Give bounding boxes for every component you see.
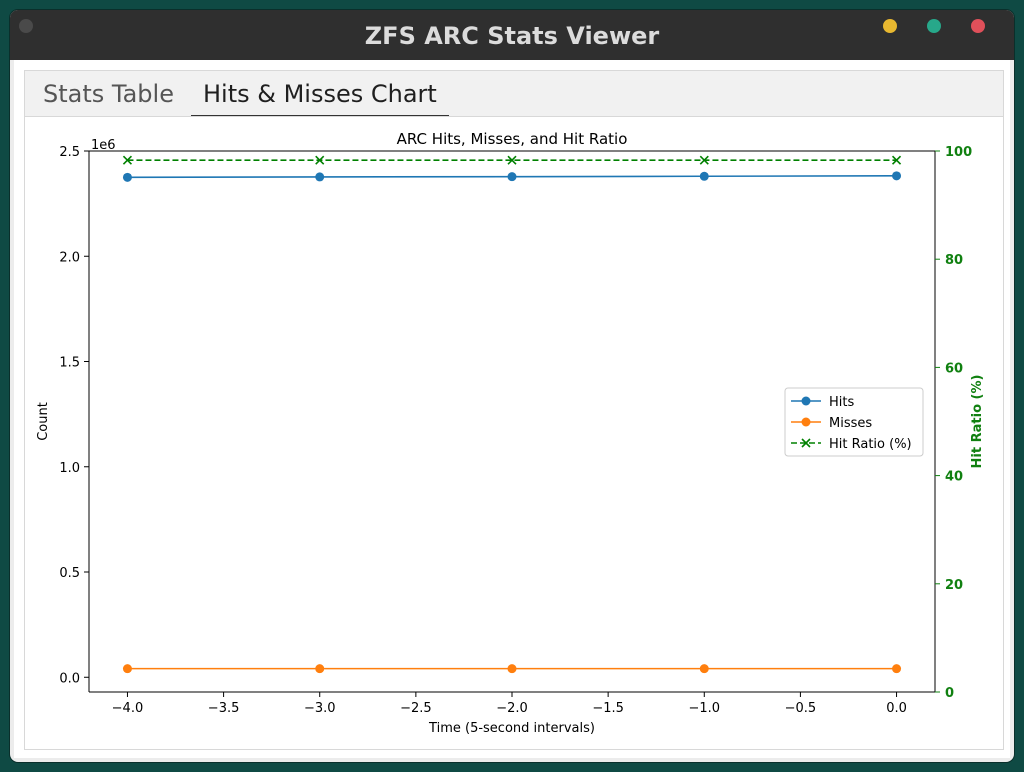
y-tick-label: 1.5 <box>59 356 80 371</box>
data-point <box>507 155 517 165</box>
x-tick-label: −0.5 <box>785 701 817 716</box>
legend-label: Hit Ratio (%) <box>829 437 912 452</box>
data-point <box>507 172 517 182</box>
data-point <box>507 664 517 674</box>
y2-tick-label: 60 <box>945 361 963 376</box>
data-point <box>699 171 709 181</box>
data-point <box>315 172 325 182</box>
hits-misses-chart: ARC Hits, Misses, and Hit Ratio 1e6 Time… <box>36 130 985 736</box>
y-tick-label: 0.5 <box>59 566 80 581</box>
data-point <box>122 664 132 674</box>
y-offset-label: 1e6 <box>91 138 116 153</box>
y-tick-label: 2.5 <box>59 145 80 160</box>
y2-axis-label: Hit Ratio (%) <box>970 375 985 469</box>
main-content: Stats Table Hits & Misses Chart ARC Hits… <box>14 60 1010 758</box>
y2-tick-label: 20 <box>945 578 963 593</box>
legend-label: Hits <box>829 395 854 410</box>
x-axis-label: Time (5-second intervals) <box>428 721 595 736</box>
data-point <box>315 664 325 674</box>
chart-title: ARC Hits, Misses, and Hit Ratio <box>397 130 628 148</box>
window-title: ZFS ARC Stats Viewer <box>364 22 660 50</box>
data-point <box>892 171 902 181</box>
x-tick-label: 0.0 <box>886 701 907 716</box>
y2-tick-label: 40 <box>945 470 963 485</box>
y-tick-label: 0.0 <box>59 671 80 686</box>
y-axis-label: Count <box>36 402 51 441</box>
x-tick-label: −1.5 <box>592 701 624 716</box>
data-point <box>122 172 132 182</box>
legend-marker <box>801 417 811 427</box>
data-point <box>891 155 902 165</box>
data-point <box>699 664 709 674</box>
data-point <box>122 155 133 165</box>
x-tick-label: −2.0 <box>496 701 528 716</box>
y2-tick-label: 0 <box>945 686 954 701</box>
data-point <box>315 155 325 165</box>
app-window: ZFS ARC Stats Viewer Stats Table Hits & … <box>10 10 1014 762</box>
legend-label: Misses <box>829 416 872 431</box>
title-bar[interactable]: ZFS ARC Stats Viewer <box>10 10 1014 60</box>
chart-legend: Hits Misses Hit Ratio (%) <box>784 387 924 457</box>
legend-box <box>784 387 924 457</box>
tab-hits-misses-chart[interactable]: Hits & Misses Chart <box>191 71 449 117</box>
window-menu-button[interactable] <box>19 19 33 33</box>
y2-tick-label: 100 <box>945 145 972 160</box>
legend-marker <box>801 396 811 406</box>
tab-stats-table[interactable]: Stats Table <box>43 80 174 108</box>
x-tick-label: −3.0 <box>304 701 336 716</box>
x-tick-label: −3.5 <box>208 701 240 716</box>
data-point <box>892 664 902 674</box>
y2-tick-label: 80 <box>945 253 963 268</box>
x-tick-label: −1.0 <box>688 701 720 716</box>
maximize-button[interactable] <box>927 19 941 33</box>
x-tick-label: −2.5 <box>400 701 432 716</box>
minimize-button[interactable] <box>883 19 897 33</box>
chart-pane: ARC Hits, Misses, and Hit Ratio 1e6 Time… <box>24 116 1004 750</box>
data-point <box>699 155 709 165</box>
x-tick-label: −4.0 <box>112 701 144 716</box>
tab-bar: Stats Table Hits & Misses Chart <box>24 70 1004 117</box>
legend-marker <box>801 438 811 448</box>
y-tick-label: 2.0 <box>59 250 80 265</box>
close-button[interactable] <box>971 19 985 33</box>
y-tick-label: 1.0 <box>59 461 80 476</box>
